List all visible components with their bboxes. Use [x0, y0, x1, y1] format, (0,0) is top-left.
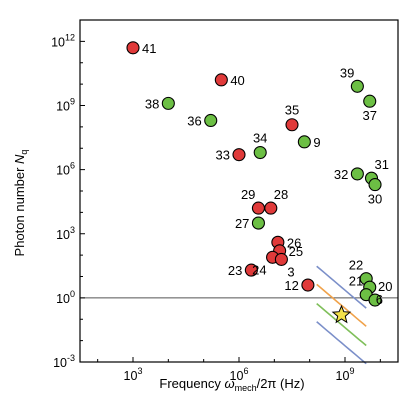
point-label-39: 39: [340, 65, 354, 80]
data-point-9: [297, 135, 311, 149]
point-label-22: 22: [349, 258, 363, 273]
point-label-24: 24: [252, 262, 266, 277]
point-label-6: 6: [376, 292, 383, 307]
point-label-12: 12: [284, 278, 298, 293]
band-line: [316, 265, 367, 309]
y-tick-label: 10-3: [53, 353, 75, 370]
point-label-38: 38: [145, 96, 159, 111]
data-point-28: [264, 201, 278, 215]
point-label-26: 26: [287, 235, 301, 250]
data-point-20: [368, 293, 382, 307]
data-point-39: [350, 79, 364, 93]
data-point-38: [161, 96, 175, 110]
data-point-29: [251, 201, 265, 215]
point-label-21: 21: [349, 274, 363, 289]
point-label-27: 27: [235, 216, 249, 231]
x-tick-label: 109: [336, 366, 355, 383]
axes: 103 106 109 10-3 100 103 106 109 1012: [51, 19, 399, 383]
band-line: [316, 302, 367, 347]
point-label-28: 28: [274, 187, 288, 202]
data-point-35: [285, 118, 299, 132]
y-tick-label: 103: [56, 225, 75, 242]
x-tick-label: 103: [124, 366, 143, 383]
point-label-34: 34: [253, 131, 267, 146]
data-point-40: [214, 73, 228, 87]
point-label-41: 41: [142, 41, 156, 56]
point-label-33: 33: [216, 148, 230, 163]
point-label-3: 3: [287, 264, 294, 279]
band-line: [316, 321, 367, 365]
point-label-30: 30: [368, 192, 382, 207]
point-label-9: 9: [313, 135, 320, 150]
y-tick-label: 106: [56, 161, 75, 178]
point-label-36: 36: [187, 113, 201, 128]
point-label-23: 23: [228, 263, 242, 278]
point-label-25: 25: [289, 244, 303, 259]
data-point-12: [301, 278, 315, 292]
data-point-27: [251, 216, 265, 230]
y-axis-title: Photon number Nq: [12, 150, 29, 257]
data-point-23: [244, 263, 258, 277]
x-tick-label: 106: [230, 366, 249, 383]
point-label-29: 29: [241, 187, 255, 202]
star-marker: [331, 304, 352, 324]
point-label-32: 32: [334, 167, 348, 182]
point-label-37: 37: [362, 108, 376, 123]
point-label-31: 31: [375, 157, 389, 172]
x-axis-title: Frequency ωmech/2π (Hz): [159, 376, 304, 393]
data-point-37: [363, 94, 377, 108]
data-point-3: [274, 252, 288, 266]
y-tick-label: 109: [56, 97, 75, 114]
data-points: [126, 41, 382, 324]
data-point-34: [253, 145, 267, 160]
y-tick-label: 1012: [51, 32, 75, 49]
data-point-32: [350, 167, 364, 181]
point-label-20: 20: [378, 279, 392, 294]
y-tick-label: 100: [56, 289, 75, 306]
point-label-35: 35: [285, 103, 299, 118]
data-point-33: [232, 148, 246, 162]
data-point-30: [368, 178, 382, 192]
data-point-41: [126, 41, 140, 55]
point-label-40: 40: [230, 73, 244, 88]
data-point-36: [204, 113, 218, 128]
